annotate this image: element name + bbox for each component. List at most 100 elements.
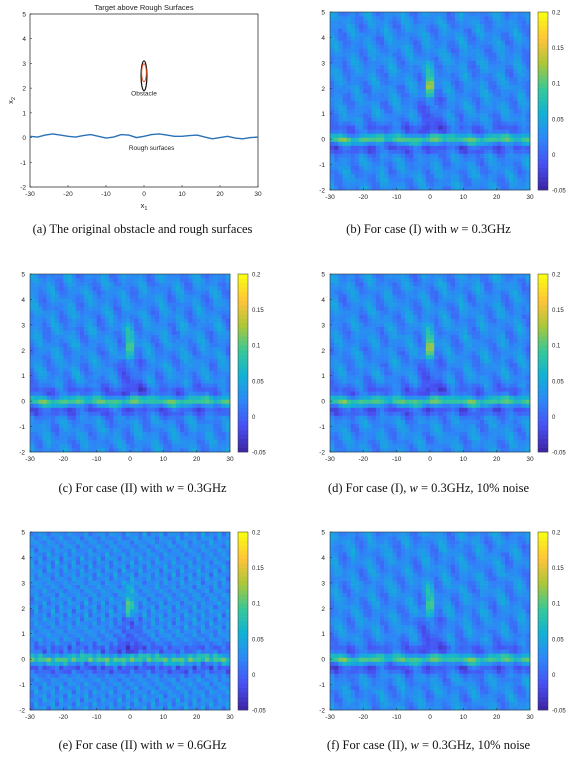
heatmap-cell bbox=[75, 338, 81, 344]
heatmap-cell bbox=[471, 137, 477, 142]
heatmap-cell bbox=[50, 278, 56, 283]
heatmap-cell bbox=[330, 56, 335, 61]
heatmap-cell bbox=[509, 117, 514, 122]
heatmap-cell bbox=[63, 354, 68, 360]
heatmap-cell bbox=[413, 68, 418, 73]
heatmap-cell bbox=[225, 326, 231, 331]
heatmap-cell bbox=[192, 383, 197, 388]
heatmap-cell bbox=[50, 407, 56, 412]
heatmap-cell bbox=[355, 117, 360, 122]
heatmap-cell bbox=[425, 141, 431, 146]
heatmap-cell bbox=[188, 407, 193, 412]
heatmap-cell bbox=[346, 423, 352, 429]
colorbar-band bbox=[238, 376, 248, 382]
heatmap-cell bbox=[130, 342, 135, 348]
heatmap-cell bbox=[92, 314, 97, 319]
heatmap-cell bbox=[138, 310, 143, 315]
heatmap-cell bbox=[71, 411, 77, 416]
heatmap-cell bbox=[450, 161, 456, 167]
heatmap-cell bbox=[184, 314, 189, 319]
heatmap-cell bbox=[417, 68, 422, 73]
heatmap-cell bbox=[67, 431, 72, 437]
heatmap-cell bbox=[67, 330, 72, 335]
heatmap-cell bbox=[488, 36, 493, 41]
heatmap-cell bbox=[205, 363, 210, 368]
heatmap-cell bbox=[30, 447, 35, 453]
y-axis-label: x2 bbox=[6, 97, 17, 104]
heatmap-cell bbox=[459, 24, 464, 29]
heatmap-cell bbox=[405, 153, 410, 158]
heatmap-cell bbox=[130, 290, 135, 295]
heatmap-cell bbox=[205, 306, 210, 311]
heatmap-cell bbox=[200, 350, 206, 356]
heatmap-cell bbox=[121, 282, 127, 287]
heatmap-cell bbox=[500, 24, 506, 29]
heatmap-cell bbox=[188, 282, 193, 287]
heatmap-cell bbox=[380, 44, 385, 49]
heatmap-cell bbox=[80, 427, 85, 433]
heatmap-cell bbox=[446, 145, 452, 150]
heatmap-cell bbox=[217, 411, 222, 416]
heatmap-cell bbox=[217, 342, 222, 348]
heatmap-cell bbox=[34, 399, 39, 404]
heatmap-cell bbox=[396, 407, 402, 412]
heatmap-cell bbox=[425, 24, 431, 29]
heatmap-cell bbox=[463, 36, 468, 41]
heatmap-cell bbox=[350, 16, 356, 21]
heatmap-cell bbox=[400, 125, 406, 130]
heatmap-cell bbox=[196, 423, 202, 429]
heatmap-cell bbox=[446, 169, 452, 175]
heatmap-cell bbox=[71, 423, 77, 429]
heatmap-cell bbox=[171, 427, 177, 433]
heatmap-cell bbox=[75, 342, 81, 348]
heatmap-cell bbox=[105, 419, 110, 424]
heatmap-cell bbox=[480, 52, 485, 57]
heatmap-cell bbox=[405, 165, 410, 171]
heatmap-cell bbox=[142, 322, 147, 327]
heatmap-cell bbox=[484, 12, 489, 17]
heatmap-cell bbox=[396, 48, 402, 53]
heatmap-cell bbox=[371, 12, 377, 17]
heatmap-cell bbox=[334, 145, 339, 150]
heatmap-cell bbox=[159, 415, 164, 420]
heatmap-cell bbox=[121, 403, 127, 408]
heatmap-cell bbox=[367, 84, 372, 90]
heatmap-cell bbox=[209, 290, 214, 295]
heatmap-cell bbox=[38, 322, 43, 327]
heatmap-cell bbox=[455, 68, 460, 73]
heatmap-cell bbox=[417, 117, 422, 122]
heatmap-cell bbox=[359, 145, 364, 150]
heatmap-cell bbox=[496, 121, 502, 126]
heatmap-cell bbox=[521, 20, 527, 25]
heatmap-cell bbox=[471, 117, 477, 122]
heatmap-cell bbox=[55, 282, 60, 287]
heatmap-cell bbox=[221, 290, 227, 295]
heatmap-cell bbox=[480, 415, 485, 420]
colorbar-band bbox=[238, 327, 248, 333]
heatmap-cell bbox=[96, 431, 102, 437]
heatmap-cell bbox=[100, 447, 106, 453]
y-tick-label: 5 bbox=[21, 272, 25, 279]
heatmap-cell bbox=[484, 141, 489, 146]
heatmap-cell bbox=[338, 101, 343, 106]
heatmap-cell bbox=[496, 427, 502, 433]
heatmap-cell bbox=[184, 282, 189, 287]
heatmap-cell bbox=[438, 411, 443, 416]
heatmap-cell bbox=[484, 169, 489, 175]
heatmap-cell bbox=[63, 379, 68, 384]
heatmap-cell bbox=[392, 415, 397, 420]
heatmap-cell bbox=[492, 431, 497, 437]
heatmap-cell bbox=[371, 36, 377, 41]
heatmap-cell bbox=[438, 419, 443, 424]
heatmap-cell bbox=[521, 40, 527, 45]
heatmap-cell bbox=[346, 56, 352, 61]
heatmap-cell bbox=[55, 330, 60, 335]
heatmap-cell bbox=[400, 64, 406, 69]
heatmap-cell bbox=[46, 431, 52, 437]
heatmap-cell bbox=[88, 346, 93, 352]
heatmap-cell bbox=[413, 109, 418, 114]
heatmap-cell bbox=[521, 28, 527, 33]
heatmap-cell bbox=[155, 354, 160, 360]
heatmap-cell bbox=[338, 68, 343, 73]
heatmap-cell bbox=[334, 431, 339, 437]
